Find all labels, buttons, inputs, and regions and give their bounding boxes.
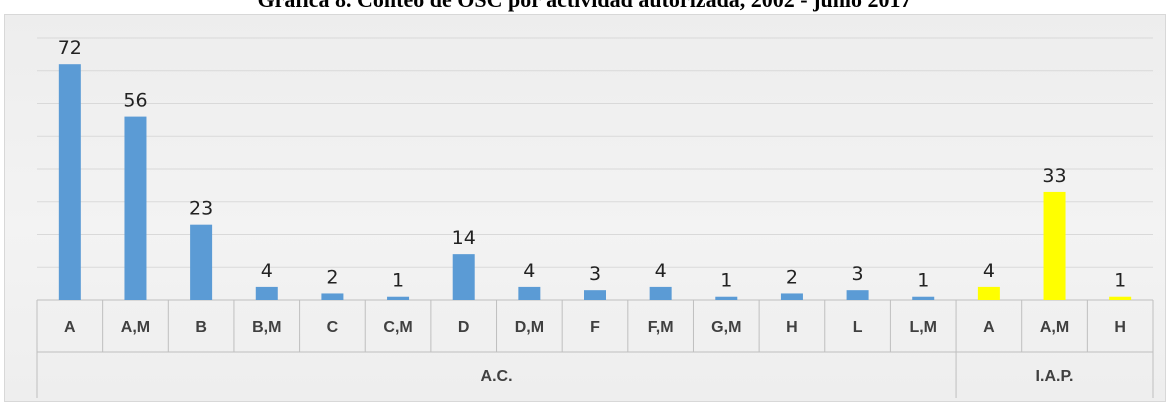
data-label: 33 [1042, 165, 1066, 187]
data-label: 3 [589, 263, 601, 285]
category-tick-label: A [983, 319, 995, 336]
data-label: 2 [786, 266, 798, 288]
bar [978, 287, 1000, 300]
category-tick-label: D,M [515, 319, 544, 336]
category-tick-label: C [327, 319, 339, 336]
data-label: 72 [58, 37, 82, 59]
data-label: 14 [452, 227, 476, 249]
category-tick-label: F [590, 319, 600, 336]
group-label: I.A.P. [1036, 368, 1074, 385]
bar [321, 293, 343, 300]
bar [256, 287, 278, 300]
category-tick-label: L [853, 319, 863, 336]
bar [387, 297, 409, 300]
category-tick-label: C,M [383, 319, 412, 336]
category-tick-label: A [64, 319, 76, 336]
bar [847, 290, 869, 300]
bar [518, 287, 540, 300]
data-label: 4 [523, 260, 535, 282]
data-label: 1 [720, 270, 732, 292]
category-tick-label: L,M [909, 319, 937, 336]
data-label: 1 [1114, 270, 1126, 292]
category-tick-label: G,M [711, 319, 741, 336]
category-tick-label: H [1114, 319, 1126, 336]
bar [912, 297, 934, 300]
data-label: 4 [261, 260, 273, 282]
bar [781, 293, 803, 300]
data-label: 4 [983, 260, 995, 282]
bar [650, 287, 672, 300]
group-label: A.C. [481, 368, 513, 385]
bar [190, 225, 212, 300]
bar [453, 254, 475, 300]
data-label: 23 [189, 198, 213, 220]
data-label: 3 [852, 263, 864, 285]
category-tick-label: B,M [252, 319, 281, 336]
category-tick-label: F,M [648, 319, 674, 336]
bar [715, 297, 737, 300]
bar [124, 117, 146, 300]
data-label: 4 [655, 260, 667, 282]
data-label: 1 [917, 270, 929, 292]
bar [584, 290, 606, 300]
category-tick-label: B [195, 319, 207, 336]
data-label: 1 [392, 270, 404, 292]
bar [59, 64, 81, 300]
category-tick-label: A,M [1040, 319, 1069, 336]
category-tick-label: D [458, 319, 470, 336]
category-tick-label: A,M [121, 319, 150, 336]
bar [1044, 192, 1066, 300]
data-label: 56 [123, 90, 147, 112]
data-label: 2 [326, 266, 338, 288]
bar [1109, 297, 1131, 300]
category-tick-label: H [786, 319, 798, 336]
